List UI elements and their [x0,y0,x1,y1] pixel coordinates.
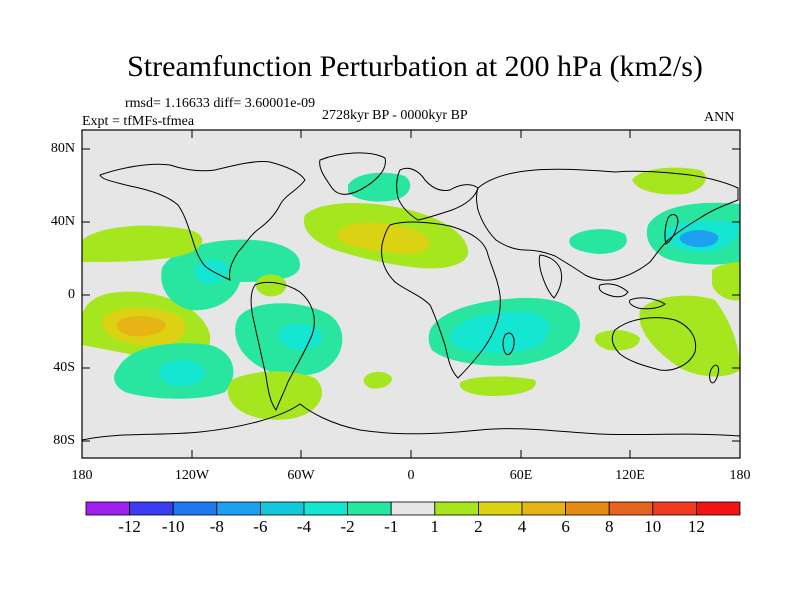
lon-label: 0 [407,468,415,483]
colorbar-swatch [521,501,566,516]
colorbar-label: 8 [604,517,614,536]
anomaly-negative-e-pacific [161,239,300,311]
anomaly-positive-n-america [82,225,203,262]
anomaly-positive-s-atlantic [227,371,323,420]
colorbar-label: 4 [517,517,527,536]
lon-label: 60E [509,468,533,483]
colorbar-label: 1 [430,517,440,536]
colorbar-swatch [216,501,261,516]
anomaly-negative-e-pacific-core [194,259,229,285]
anomaly-negative-s-america-core [278,323,323,351]
season-text: ANN [704,110,735,125]
colorbar-swatch [696,501,741,516]
anomaly-negative-nw-pacific-peak [679,230,719,248]
colorbar-swatch [390,501,436,516]
anomaly-positive-nw-pacific-east [712,262,740,301]
anomaly-negative-indian-ocean-core [450,311,550,354]
anomaly-negative-east-asia [569,229,627,254]
anomaly-positive-sw-pacific-2 [594,330,640,351]
lon-label: 180 [729,468,751,483]
colorbar-swatch [565,501,610,516]
colorbar-label: 12 [687,517,705,536]
colorbar-swatch [129,501,174,516]
lon-label: 60W [287,468,315,483]
anomaly-positive-caribbean [255,274,287,297]
lat-label: 40S [53,360,75,375]
lon-ticks [81,130,741,458]
colorbar-swatch [259,501,305,516]
anomaly-fields [82,167,740,420]
experiment-text: Expt = tfMFs-tfmea [82,114,195,129]
colorbar-label: -2 [340,517,355,536]
lat-ticks [82,148,740,442]
colorbar-swatch [172,501,218,516]
colorbar-swatch [347,501,392,516]
anomaly-negative-se-pacific-core [158,359,206,387]
stats-text: rmsd= 1.16633 diff= 3.60001e-09 [125,96,316,111]
colorbar-swatch [477,501,523,516]
colorbar-swatch [303,501,348,516]
colorbar-label: -8 [209,517,224,536]
coastlines [81,152,741,441]
colorbar-label: -6 [253,517,268,536]
lat-label: 80N [50,141,75,156]
colorbar-label: 10 [644,517,662,536]
lat-label: 80S [53,433,75,448]
colorbar-swatch [85,501,130,516]
lon-label: 120W [174,468,210,483]
anomaly-positive-s-indian [459,376,536,396]
colorbar-label: -1 [384,517,399,536]
anomaly-positive-s-pacific-peak [116,316,166,337]
colorbar-label: 6 [561,517,570,536]
colorbar-swatch [434,501,479,516]
colorbar-label: -10 [161,517,185,536]
lon-label: 120E [615,468,645,483]
lat-label: 0 [68,287,75,302]
anomaly-positive-sw-pacific [639,295,740,377]
colorbar-label: -12 [118,517,141,536]
colorbar-swatch [608,501,654,516]
plot-title: Streamfunction Perturbation at 200 hPa (… [127,50,703,83]
period-text: 2728kyr BP - 0000kyr BP [322,108,468,123]
anomaly-positive-s-atlantic-2 [363,371,392,389]
colorbar-swatch [652,501,697,516]
colorbar [85,501,741,516]
colorbar-label: -4 [296,517,312,536]
lon-label: 180 [71,468,93,483]
colorbar-label: 2 [474,517,483,536]
lat-label: 40N [50,214,75,229]
anomaly-negative-n-atlantic [348,172,411,202]
